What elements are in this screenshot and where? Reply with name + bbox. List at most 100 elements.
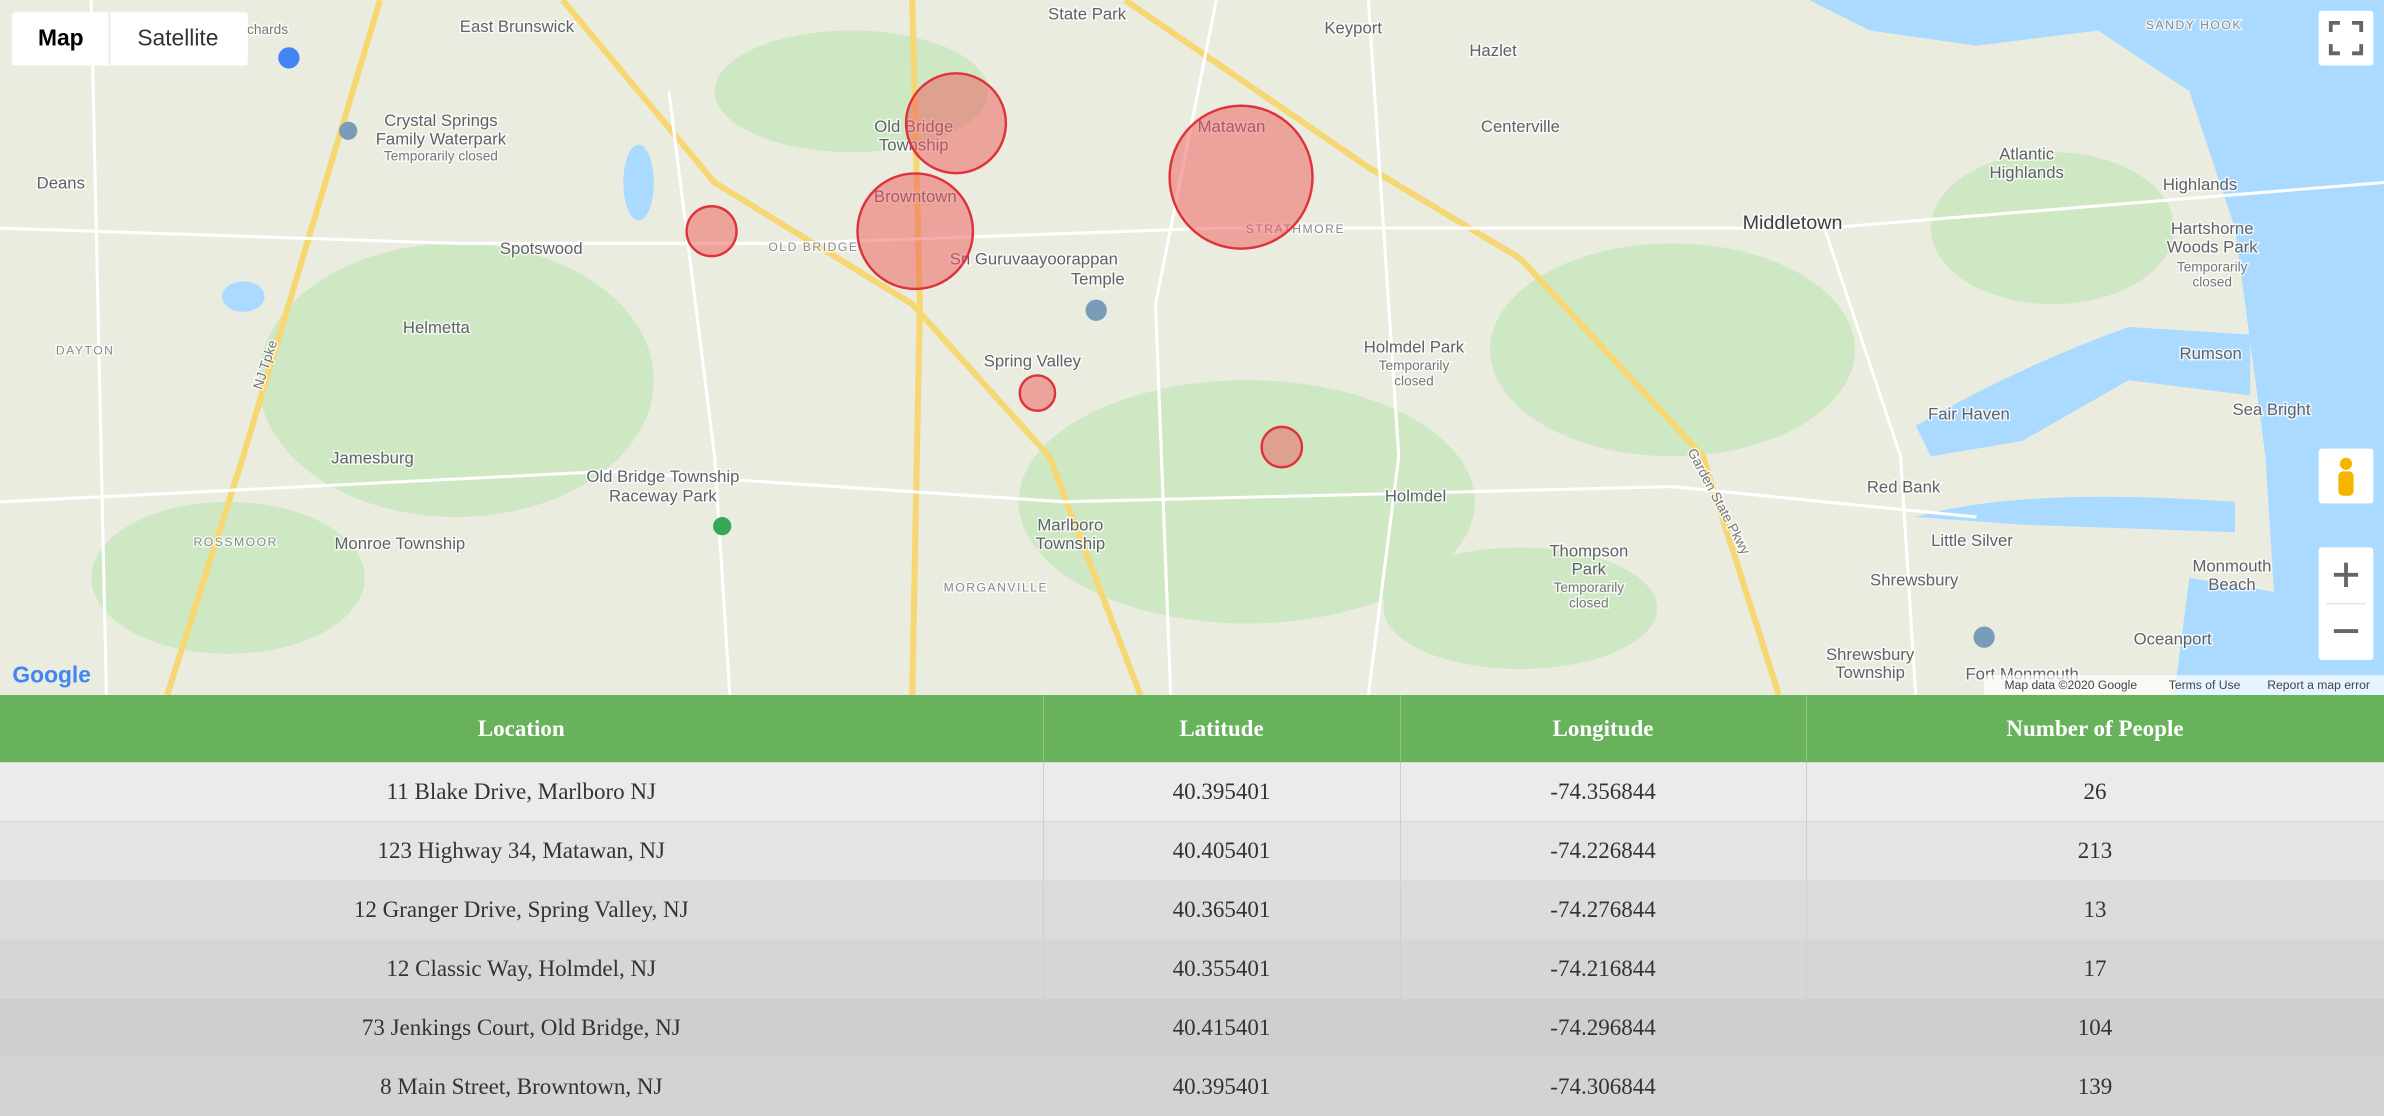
table-cell: 213 (1806, 822, 2384, 881)
people-circle (906, 73, 1006, 173)
place-label: Spotswood (500, 239, 583, 258)
table-cell: 11 Blake Drive, Marlboro NJ (0, 763, 1043, 822)
map-type-control[interactable]: Map Satellite (12, 12, 248, 65)
fullscreen-button[interactable] (2319, 11, 2374, 66)
place-label: Thompson (1549, 541, 1628, 560)
table-cell: -74.306844 (1400, 1058, 1806, 1116)
place-label: Oceanport (2134, 630, 2212, 649)
place-label: Woods Park (2167, 237, 2258, 256)
place-label: Keyport (1324, 18, 1382, 37)
place-label: Temporarily (1553, 580, 1624, 595)
place-label: Fair Haven (1928, 405, 2010, 424)
people-circle (1170, 106, 1313, 249)
place-label: Raceway Park (609, 487, 717, 506)
place-label: Temple (1071, 269, 1125, 288)
place-label: Sri Guruvaayoorappan (950, 249, 1118, 268)
place-label: DAYTON (56, 344, 115, 358)
place-label: Deans (37, 173, 85, 192)
table-cell: -74.296844 (1400, 999, 1806, 1058)
place-label: SANDY HOOK (2146, 18, 2242, 32)
report-link[interactable]: Report a map error (2267, 678, 2370, 692)
place-label: Monmouth (2192, 557, 2271, 576)
pegman-head (2340, 458, 2352, 470)
table-cell: 13 (1806, 881, 2384, 940)
map-button[interactable]: Map (38, 25, 84, 51)
column-header: Latitude (1043, 695, 1400, 763)
people-circle (857, 173, 972, 288)
place-label: Crystal Springs (384, 111, 497, 130)
table-cell: 73 Jenkings Court, Old Bridge, NJ (0, 999, 1043, 1058)
people-circle (687, 206, 737, 256)
table-cell: 40.395401 (1043, 1058, 1400, 1116)
people-circle (1262, 427, 1302, 467)
poi-icon (339, 122, 357, 140)
place-label: Temporarily (2177, 259, 2248, 274)
table-cell: 26 (1806, 763, 2384, 822)
place-label: Monroe Township (335, 534, 466, 553)
poi-icon (278, 47, 299, 68)
place-label: Family Waterpark (376, 129, 507, 148)
table-cell: -74.216844 (1400, 940, 1806, 999)
place-label: Red Bank (1867, 478, 1941, 497)
place-label: Little Silver (1931, 531, 2013, 550)
street-view-button[interactable] (2319, 449, 2374, 504)
button-box (2319, 11, 2374, 66)
place-label: Township (1036, 534, 1106, 553)
place-label: Highlands (1990, 163, 2064, 182)
place-label: Temporarily closed (384, 148, 498, 163)
place-label: Rumson (2180, 344, 2242, 363)
place-label: State Park (1048, 5, 1127, 24)
table-cell: -74.226844 (1400, 822, 1806, 881)
table-cell: 40.355401 (1043, 940, 1400, 999)
place-label: OLD BRIDGE (768, 240, 858, 254)
table-cell: 17 (1806, 940, 2384, 999)
place-label: Middletown (1743, 212, 1843, 234)
column-header: Number of People (1806, 695, 2384, 763)
place-label: ROSSMOOR (193, 535, 277, 549)
zoom-control[interactable] (2319, 547, 2374, 660)
place-label: Helmetta (403, 318, 471, 337)
poi-icon (1086, 300, 1107, 321)
table-cell: 139 (1806, 1058, 2384, 1116)
place-label: Sea Bright (2232, 400, 2310, 419)
attribution: Map data ©2020 Google (2004, 678, 2137, 692)
table-cell: 40.395401 (1043, 763, 1400, 822)
place-label: Spring Valley (984, 351, 1082, 370)
place-label: Marlboro (1037, 516, 1103, 535)
table-cell: 123 Highway 34, Matawan, NJ (0, 822, 1043, 881)
place-label: Holmdel Park (1364, 338, 1465, 357)
column-header: Location (0, 695, 1043, 763)
place-label: Shrewsbury (1870, 570, 1959, 589)
terms-link[interactable]: Terms of Use (2169, 678, 2241, 692)
table-cell: -74.276844 (1400, 881, 1806, 940)
place-label: Temporarily (1379, 358, 1450, 373)
column-header: Longitude (1400, 695, 1806, 763)
place-label: Hazlet (1469, 41, 1517, 60)
place-label: Shrewsbury (1826, 645, 1915, 664)
table-cell: 12 Granger Drive, Spring Valley, NJ (0, 881, 1043, 940)
place-label: Highlands (2163, 175, 2237, 194)
table-cell: 40.365401 (1043, 881, 1400, 940)
poi-icon (1973, 626, 1994, 647)
place-label: Township (1835, 663, 1905, 682)
place-label: closed (1394, 373, 1434, 388)
table-cell: 8 Main Street, Browntown, NJ (0, 1058, 1043, 1116)
table-cell: 40.405401 (1043, 822, 1400, 881)
place-label: Atlantic (1999, 145, 2054, 164)
place-label: Park (1572, 560, 1607, 579)
park-pin (713, 517, 731, 535)
map[interactable]: East Brunswick Farm & Orchards Crystal S… (0, 0, 2384, 695)
table-cell: -74.356844 (1400, 763, 1806, 822)
satellite-button[interactable]: Satellite (137, 25, 218, 51)
people-circle (1020, 375, 1055, 410)
table-cell: 104 (1806, 999, 2384, 1058)
